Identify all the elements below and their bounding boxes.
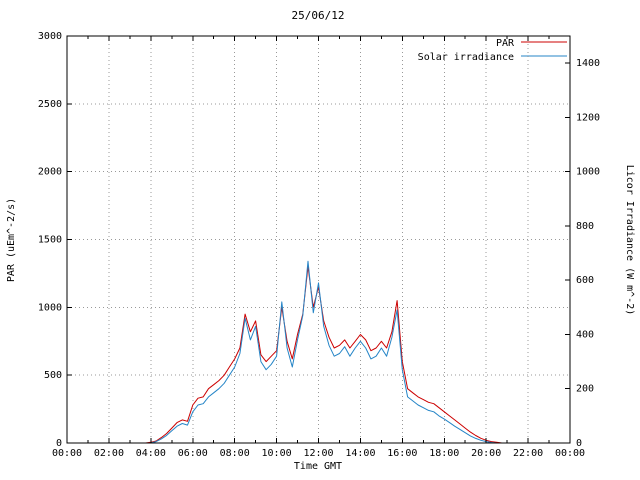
series-layer	[67, 260, 570, 444]
y-axis-label-left: PAR (uEm^-2/s)	[6, 198, 17, 282]
y-axis-label-right: Licor Irradiance (W m^-2)	[624, 165, 635, 316]
chart-title: 25/06/12	[292, 9, 345, 22]
par-series-line	[67, 266, 570, 444]
y-right-tick-label: 600	[576, 275, 594, 286]
x-tick-label: 00:00	[555, 448, 585, 459]
y-right-tick-label: 200	[576, 384, 594, 395]
y-right-tick-label: 1200	[576, 112, 600, 123]
x-tick-label: 08:00	[220, 448, 250, 459]
legend: PAR Solar irradiance	[418, 38, 567, 63]
x-tick-label: 16:00	[387, 448, 417, 459]
tick-label-layer: 00:00 02:00 04:00 06:00 08:00 10:00 12:00 14:00…	[38, 31, 600, 459]
x-tick-label: 04:00	[136, 448, 166, 459]
x-tick-label: 10:00	[262, 448, 292, 459]
y-left-tick-label: 1500	[38, 235, 62, 246]
legend-label-par: PAR	[496, 38, 515, 49]
y-right-tick-label: 1000	[576, 167, 600, 178]
y-left-tick-label: 500	[44, 370, 62, 381]
y-left-tick-label: 2500	[38, 99, 62, 110]
y-right-tick-label: 400	[576, 329, 594, 340]
solar-series-line	[67, 260, 570, 444]
x-tick-label: 00:00	[52, 448, 82, 459]
x-tick-label: 06:00	[178, 448, 208, 459]
y-right-tick-label: 800	[576, 221, 594, 232]
y-left-tick-label: 2000	[38, 167, 62, 178]
x-tick-label: 02:00	[94, 448, 124, 459]
x-axis-label: Time GMT	[294, 461, 342, 472]
x-tick-label: 14:00	[345, 448, 375, 459]
grid-layer	[67, 36, 570, 443]
y-right-tick-label: 1400	[576, 58, 600, 69]
x-tick-label: 18:00	[429, 448, 459, 459]
y-right-tick-label: 0	[576, 438, 582, 449]
y-left-tick-label: 0	[56, 438, 62, 449]
y-left-tick-label: 1000	[38, 302, 62, 313]
x-tick-label: 20:00	[471, 448, 501, 459]
x-tick-label: 22:00	[513, 448, 543, 459]
plot-border	[66, 35, 571, 444]
y-left-tick-label: 3000	[38, 31, 62, 42]
frame-layer	[66, 35, 571, 444]
legend-label-solar: Solar irradiance	[418, 52, 514, 63]
x-tick-label: 12:00	[303, 448, 333, 459]
